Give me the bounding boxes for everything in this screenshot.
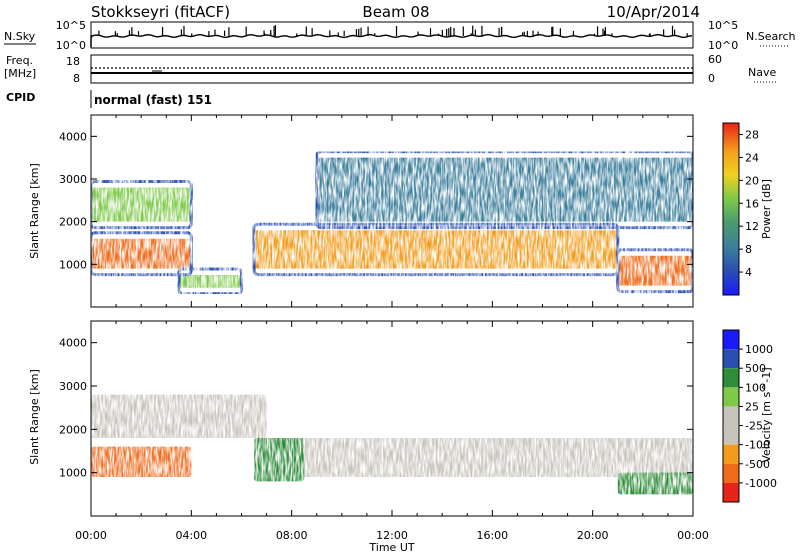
power-x-ticks bbox=[90, 115, 694, 307]
velocity-cb-block-1 bbox=[723, 349, 739, 369]
power-echo-edge-1 bbox=[91, 180, 193, 230]
power-y-axis-label: Slant Range [km] bbox=[28, 163, 41, 259]
velocity-echo-region-1: ground scatter band bbox=[254, 438, 693, 477]
freq-tick-bottom: 8 bbox=[73, 72, 80, 85]
time-tick-label-2: 08:00 bbox=[276, 529, 308, 542]
velocity-panel: near-range mixed flow ground scatter band… bbox=[28, 320, 777, 554]
power-colorbar bbox=[722, 122, 740, 296]
power-echo-edge-2 bbox=[177, 267, 244, 296]
power-y-tick-label-1: 2000 bbox=[59, 216, 87, 229]
velocity-cb-block-0 bbox=[723, 330, 739, 350]
velocity-y-tick-label-0: 1000 bbox=[59, 467, 87, 480]
noise-left-tick-bottom: 10^0 bbox=[56, 39, 86, 52]
time-tick-label-5: 20:00 bbox=[577, 529, 609, 542]
velocity-echo-region-2: early ground scatter bbox=[91, 394, 267, 438]
time-tick-label-1: 04:00 bbox=[175, 529, 207, 542]
noise-sky-label: N.Sky bbox=[4, 30, 36, 43]
freq-tick-top: 18 bbox=[66, 55, 80, 68]
power-colorbar-label: Power [dB] bbox=[760, 179, 773, 239]
velocity-colorbar bbox=[722, 329, 740, 503]
noise-right-tick-bottom: 10^0 bbox=[708, 39, 738, 52]
x-axis-label: Time UT bbox=[368, 541, 414, 554]
power-echo-edge-0 bbox=[91, 231, 193, 277]
velocity-cb-tick-label-3: 25 bbox=[745, 400, 759, 413]
power-y-tick-label-3: 4000 bbox=[59, 130, 87, 143]
time-tick-labels: 00:00 04:00 08:00 12:00 16:00 20:00 00:00 bbox=[75, 529, 709, 542]
velocity-cb-block-5 bbox=[723, 425, 739, 445]
power-panel: near-range band upper early band low patch… bbox=[28, 114, 773, 308]
velocity-cb-block-2 bbox=[723, 368, 739, 388]
noise-right-tick-top: 10^5 bbox=[708, 19, 738, 32]
time-tick-label-3: 12:00 bbox=[376, 529, 408, 542]
power-echo-regions: near-range band upper early band low patch… bbox=[91, 150, 693, 296]
velocity-y-tick-label-1: 2000 bbox=[59, 423, 87, 436]
frequency-panel: Freq. [MHz] 18 8 60 0 Nave bbox=[4, 53, 776, 85]
cpid-program: normal (fast) 151 bbox=[94, 93, 212, 107]
nave-tick-top: 60 bbox=[708, 53, 722, 66]
velocity-cb-block-8 bbox=[723, 482, 739, 502]
velocity-echo-region-0: near-range mixed flow bbox=[91, 446, 192, 477]
power-y-ticks: 1000 2000 3000 4000 bbox=[59, 130, 693, 271]
velocity-cb-block-7 bbox=[723, 463, 739, 483]
velocity-cb-block-6 bbox=[723, 444, 739, 464]
power-cb-tick-label-0: 28 bbox=[745, 128, 759, 141]
power-echo-region-2: low patch bbox=[178, 275, 242, 288]
power-echo-edge-3 bbox=[252, 222, 620, 277]
velocity-cb-tick-label-2: 100 bbox=[745, 381, 766, 394]
power-cb-tick-label-6: 4 bbox=[745, 266, 752, 279]
noise-left-tick-top: 10^5 bbox=[56, 19, 86, 32]
power-y-tick-label-0: 1000 bbox=[59, 258, 87, 271]
freq-label-line2: [MHz] bbox=[4, 67, 36, 80]
date-label: 10/Apr/2014 bbox=[607, 3, 700, 21]
noise-panel: N.Sky 10^5 10^0 10^5 10^0 N.Search bbox=[4, 19, 796, 52]
power-echo-region-0: near-range band bbox=[91, 238, 192, 269]
cpid-label: CPID bbox=[6, 91, 35, 104]
velocity-colorbar-ticks: 1000 500 100 25 -25 -100 -500 -1000 bbox=[739, 343, 777, 490]
velocity-cb-frame bbox=[722, 329, 740, 503]
power-cb-tick-label-3: 16 bbox=[745, 197, 759, 210]
beam-label: Beam 08 bbox=[362, 3, 429, 21]
velocity-y-axis-label: Slant Range [km] bbox=[28, 369, 41, 465]
nave-tick-bottom: 0 bbox=[708, 72, 715, 85]
time-tick-label-4: 16:00 bbox=[476, 529, 508, 542]
noise-sky-trace bbox=[90, 33, 693, 39]
velocity-cb-tick-label-5: -100 bbox=[745, 439, 770, 452]
power-echo-region-3: main trough band bbox=[254, 230, 618, 269]
power-y-tick-label-2: 3000 bbox=[59, 173, 87, 186]
noise-search-label: N.Search bbox=[746, 30, 796, 43]
velocity-cb-tick-label-7: -1000 bbox=[745, 477, 777, 490]
velocity-x-ticks bbox=[90, 321, 694, 516]
freq-label-line1: Freq. bbox=[6, 54, 33, 67]
velocity-y-tick-label-3: 4000 bbox=[59, 337, 87, 350]
velocity-cb-tick-label-0: 1000 bbox=[745, 343, 773, 356]
velocity-cb-tick-label-6: -500 bbox=[745, 458, 770, 471]
power-colorbar-ticks: 28 24 20 16 12 8 4 bbox=[739, 128, 759, 279]
velocity-echo-region-3: post-dawn positive flow bbox=[254, 438, 305, 482]
velocity-cb-block-4 bbox=[723, 406, 739, 426]
velocity-cb-tick-label-1: 500 bbox=[745, 362, 766, 375]
power-cb-tick-label-5: 8 bbox=[745, 243, 752, 256]
velocity-y-tick-label-2: 3000 bbox=[59, 380, 87, 393]
noise-spikes bbox=[90, 25, 688, 47]
power-echo-edge-4 bbox=[616, 248, 693, 294]
time-tick-label-6: 00:00 bbox=[677, 529, 709, 542]
station-title: Stokkseyri (fitACF) bbox=[91, 3, 230, 21]
velocity-echo-regions: near-range mixed flow ground scatter band… bbox=[91, 394, 693, 495]
velocity-colorbar-label: Velocity [m s^-1] bbox=[760, 367, 773, 462]
power-cb-tick-label-2: 20 bbox=[745, 174, 759, 187]
velocity-cb-tick-label-4: -25 bbox=[745, 420, 763, 433]
time-tick-label-0: 00:00 bbox=[75, 529, 107, 542]
power-cb-tick-label-4: 12 bbox=[745, 220, 759, 233]
power-echo-region-1: upper early band bbox=[91, 187, 192, 222]
velocity-y-ticks: 1000 2000 3000 4000 bbox=[59, 337, 693, 480]
power-echo-edge-5 bbox=[315, 150, 693, 230]
velocity-echo-region-4: late positive patch bbox=[617, 472, 693, 495]
power-echo-region-5: far-range scatter bbox=[316, 157, 693, 222]
power-cb-tick-label-1: 24 bbox=[745, 151, 759, 164]
power-echo-region-4: late low band bbox=[617, 255, 693, 286]
nave-label: Nave bbox=[748, 66, 776, 79]
velocity-cb-block-3 bbox=[723, 387, 739, 407]
